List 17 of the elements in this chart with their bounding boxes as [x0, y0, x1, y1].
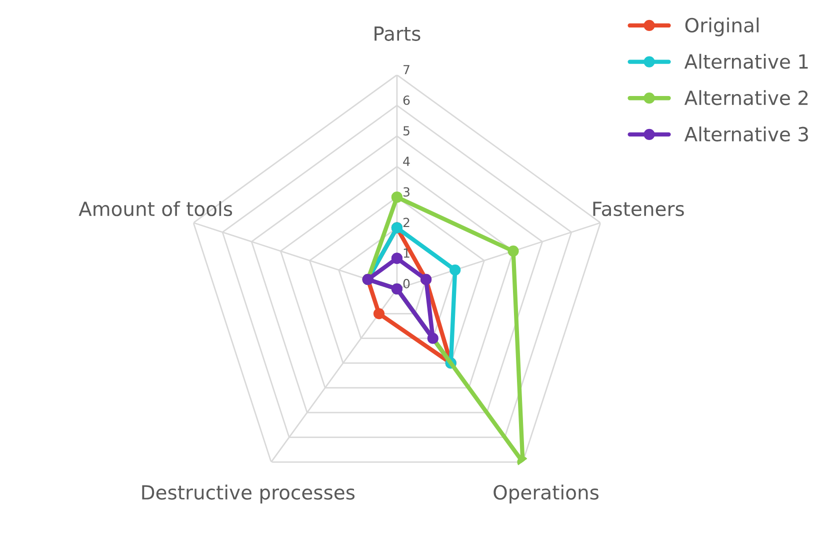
legend-label: Alternative 2 — [684, 90, 808, 106]
legend-label: Alternative 1 — [684, 54, 808, 69]
y-tick-label: 1 — [404, 248, 410, 258]
spoke-label: Parts — [374, 26, 420, 41]
spoke-label: Amount of tools — [78, 201, 232, 216]
y-tick-label: 3 — [403, 187, 410, 197]
y-tick-label: 6 — [403, 95, 410, 105]
legend-label: Original — [685, 18, 759, 36]
y-tick-label: 2 — [403, 218, 410, 228]
spoke-label: Destructive processes — [142, 484, 355, 504]
y-tick-label: 5 — [403, 126, 410, 136]
spoke-label: Operations — [494, 484, 599, 504]
spoke-label: Fasteners — [593, 202, 684, 216]
y-tick-label: 7 — [404, 65, 410, 74]
y-tick-label: 0 — [403, 278, 410, 288]
legend-label: Alternative 3 — [684, 126, 808, 142]
y-tick-label: 4 — [403, 156, 410, 166]
